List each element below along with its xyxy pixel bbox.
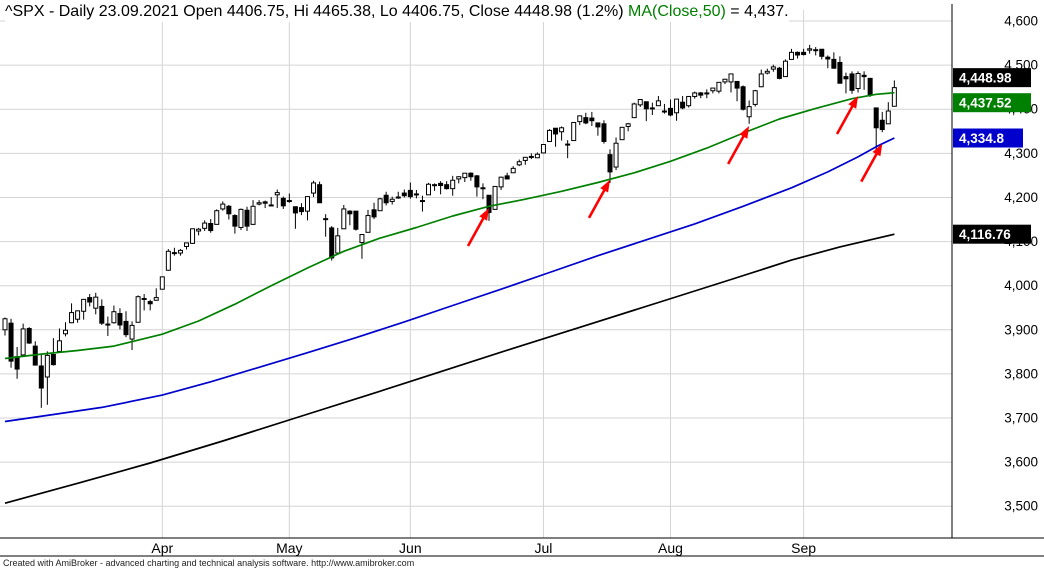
candlestick-series[interactable] (2, 44, 897, 408)
svg-text:3,500: 3,500 (1004, 499, 1038, 514)
svg-text:May: May (276, 540, 302, 556)
buy-signal-arrow (860, 150, 880, 183)
ma-overlay-line (4, 91, 895, 360)
ma-overlay-line (4, 233, 895, 505)
axes (0, 4, 1044, 557)
svg-text:Apr: Apr (151, 540, 173, 556)
svg-text:4,448.98: 4,448.98 (959, 70, 1012, 85)
gridlines (0, 10, 952, 538)
svg-text:3,700: 3,700 (1004, 411, 1038, 426)
svg-text:Jul: Jul (534, 540, 552, 556)
price-flag-blue-ma-value (953, 128, 1023, 148)
svg-text:4,600: 4,600 (1004, 14, 1038, 29)
buy-signal-arrowhead (872, 143, 883, 157)
buy-signal-arrow (466, 214, 487, 247)
buy-signal-arrowhead (479, 208, 489, 221)
buy-signal-arrow (727, 132, 747, 165)
chart-title: ^SPX - Daily 23.09.2021 Open 4406.75, Hi… (5, 2, 789, 22)
title-ma-value: = 4,437. (725, 3, 789, 20)
footer-credit: Created with AmiBroker - advanced charti… (3, 558, 415, 568)
svg-text:Jun: Jun (399, 540, 422, 556)
svg-text:4,334.8: 4,334.8 (959, 131, 1005, 146)
y-axis-labels: 4,6004,5004,4004,3004,2004,1004,0003,900… (1004, 14, 1038, 514)
buy-signal-arrow (587, 186, 608, 219)
buy-signal-arrow (835, 102, 856, 135)
svg-text:4,200: 4,200 (1004, 190, 1038, 205)
buy-signal-arrowhead (848, 96, 858, 109)
price-flag-last-close (953, 68, 1031, 88)
signal-arrows (466, 96, 883, 247)
svg-text:Sep: Sep (791, 540, 816, 556)
price-flag-black-ma-value (953, 224, 1031, 244)
title-ma-label: MA(Close,50) (628, 3, 726, 20)
title-ohlc-text: ^SPX - Daily 23.09.2021 Open 4406.75, Hi… (5, 3, 629, 20)
svg-text:4,437.52: 4,437.52 (959, 95, 1012, 110)
price-flag-ma50-value (953, 93, 1031, 113)
price-axis-flags: 4,448.98 4,437.52 4,334.8 4,116.76 (953, 68, 1031, 244)
buy-signal-arrowhead (600, 179, 610, 193)
svg-text:3,900: 3,900 (1004, 322, 1038, 337)
svg-text:3,800: 3,800 (1004, 366, 1038, 381)
buy-signal-arrowhead (739, 126, 750, 139)
svg-text:3,600: 3,600 (1004, 455, 1038, 470)
x-axis-labels: Apr May Jun Jul Aug Sep (151, 540, 816, 556)
ma-overlay-line (4, 137, 895, 423)
svg-text:Aug: Aug (658, 540, 683, 556)
svg-text:4,000: 4,000 (1004, 278, 1038, 293)
svg-text:4,300: 4,300 (1004, 146, 1038, 161)
svg-text:4,116.76: 4,116.76 (959, 227, 1011, 242)
